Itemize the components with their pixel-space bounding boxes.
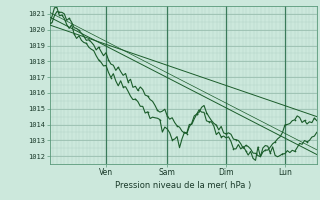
X-axis label: Pression niveau de la mer( hPa ): Pression niveau de la mer( hPa ) (115, 181, 251, 190)
